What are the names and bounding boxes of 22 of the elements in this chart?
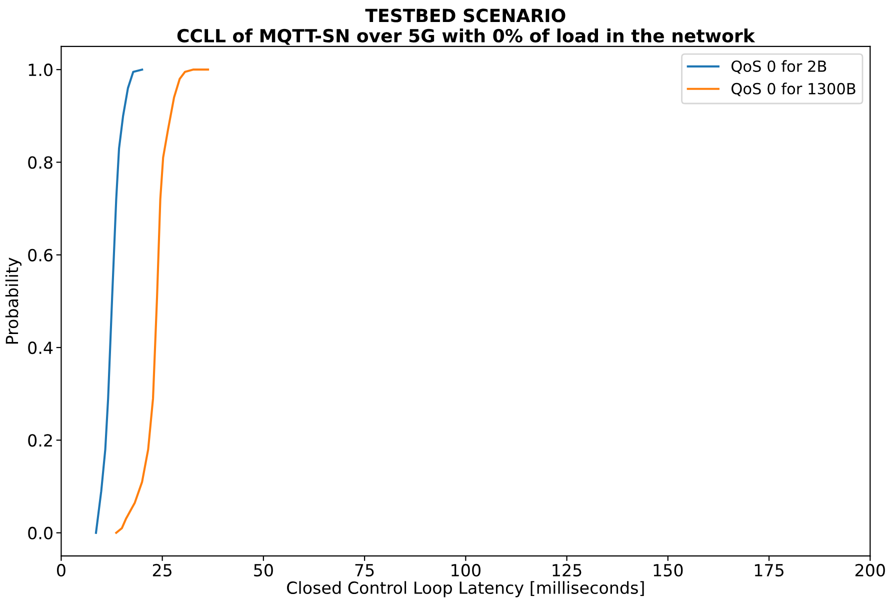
x-tick-label: 75 bbox=[355, 564, 374, 577]
x-tick-label: 175 bbox=[754, 564, 784, 577]
x-tick-label: 150 bbox=[654, 564, 683, 577]
y-axis-title: Probability bbox=[5, 258, 22, 344]
y-tick-label: 0.6 bbox=[28, 248, 53, 262]
y-tick-label: 0.0 bbox=[28, 526, 52, 540]
legend-label: QoS 0 for 1300B bbox=[732, 82, 856, 96]
y-tick-label: 1.0 bbox=[28, 64, 52, 76]
x-tick-label: 0 bbox=[57, 564, 66, 577]
x-tick-label: 50 bbox=[254, 564, 273, 577]
line-series bbox=[94, 68, 144, 534]
x-tick-label: 200 bbox=[855, 564, 885, 577]
line-series bbox=[115, 68, 210, 534]
x-tick-label: 125 bbox=[552, 564, 582, 577]
x-tick-label: 25 bbox=[152, 564, 172, 577]
legend-label: QoS 0 for 2B bbox=[732, 60, 826, 74]
y-tick-label: 0.4 bbox=[28, 341, 53, 354]
y-tick-label: 0.2 bbox=[28, 434, 52, 447]
x-tick-label: 100 bbox=[452, 564, 480, 577]
x-axis-title: Closed Control Loop Latency [milliseconds] bbox=[287, 581, 644, 598]
y-tick-label: 0.8 bbox=[28, 156, 52, 169]
chart-title: TESTBED SCENARIO CCLL of MQTT-SN over 5G with 0% of load in the network bbox=[177, 8, 756, 45]
